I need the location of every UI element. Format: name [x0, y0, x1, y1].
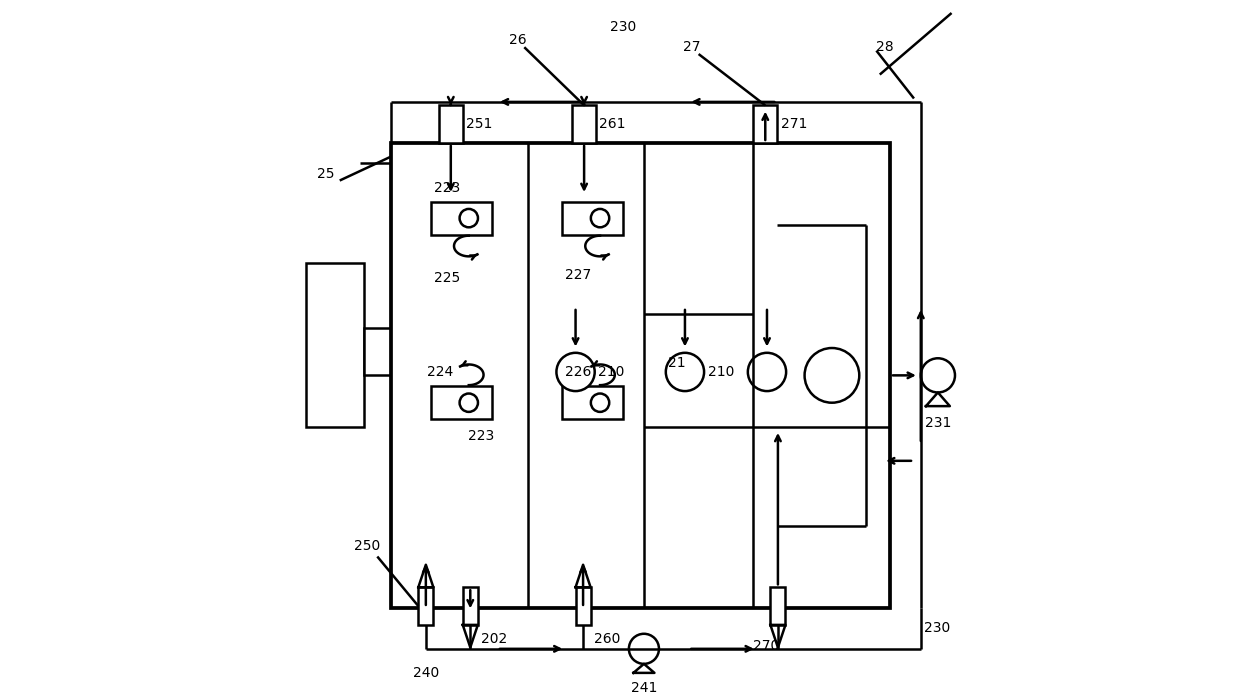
Bar [363, 328, 391, 375]
Bar [305, 263, 363, 426]
Bar [430, 202, 492, 235]
Bar [754, 106, 777, 143]
Circle shape [460, 209, 477, 227]
Text: 27: 27 [683, 41, 701, 55]
Text: 28: 28 [877, 41, 894, 55]
Text: 270: 270 [754, 639, 780, 653]
Bar [575, 587, 590, 625]
Bar [430, 387, 492, 419]
Bar [572, 106, 596, 143]
Text: 271: 271 [781, 117, 807, 131]
Text: 231: 231 [925, 417, 951, 431]
Text: 25: 25 [317, 166, 335, 180]
Circle shape [557, 353, 595, 391]
Text: 224: 224 [428, 366, 454, 380]
Circle shape [590, 394, 609, 412]
Text: 250: 250 [353, 539, 381, 554]
Text: 261: 261 [599, 117, 626, 131]
Text: 210: 210 [598, 365, 625, 379]
Text: 202: 202 [481, 632, 507, 646]
Circle shape [629, 634, 658, 664]
Text: 240: 240 [413, 666, 439, 680]
Text: 260: 260 [594, 632, 620, 646]
Circle shape [748, 353, 786, 391]
Text: 230: 230 [924, 621, 951, 635]
Bar [562, 387, 624, 419]
Circle shape [921, 359, 955, 392]
Circle shape [590, 209, 609, 227]
Circle shape [805, 348, 859, 403]
Text: 251: 251 [466, 117, 492, 131]
Circle shape [460, 394, 477, 412]
Text: 210: 210 [708, 365, 734, 379]
Text: 26: 26 [508, 34, 526, 48]
Text: 226: 226 [565, 366, 591, 380]
Bar [391, 143, 890, 608]
Bar [463, 587, 477, 625]
Text: 21: 21 [668, 356, 686, 370]
Text: 230: 230 [610, 20, 636, 34]
Text: 227: 227 [565, 268, 591, 282]
Bar [562, 202, 624, 235]
Text: 223: 223 [434, 181, 460, 195]
Text: 225: 225 [434, 271, 460, 285]
Text: 241: 241 [631, 681, 657, 695]
Bar [439, 106, 463, 143]
Bar [418, 587, 433, 625]
Bar [770, 587, 785, 625]
Text: 223: 223 [467, 429, 494, 443]
Circle shape [666, 353, 704, 391]
